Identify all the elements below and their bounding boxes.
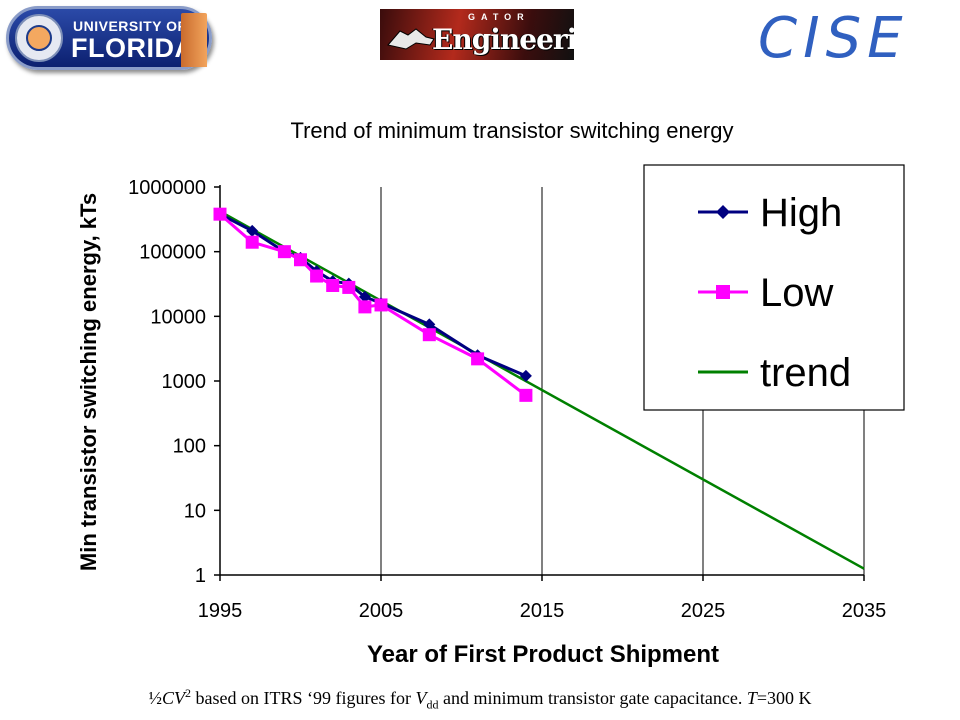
- low-point-marker: [326, 278, 340, 292]
- low-point-marker: [374, 298, 388, 312]
- y-tick-label: 100000: [139, 242, 206, 264]
- x-tick-label: 2015: [520, 600, 565, 622]
- high-point-marker: [246, 224, 259, 237]
- low-point-marker: [294, 253, 307, 267]
- legend-label: trend: [760, 351, 851, 395]
- x-tick-label: 2025: [681, 600, 726, 622]
- y-tick-label: 1000: [162, 371, 207, 393]
- university-seal-icon: [15, 14, 63, 62]
- gator-icon: [387, 28, 435, 50]
- legend-item-trend: trend: [698, 351, 851, 395]
- uf-logo-line2: FLORIDA: [71, 33, 195, 63]
- y-tick-label: 100: [173, 436, 206, 458]
- legend-square-marker: [716, 285, 730, 299]
- y-tick-label: 10: [184, 500, 206, 522]
- axis-ticks: 1995 2005 2015 2025 2035 1 10 100 1000 10000 10000…: [128, 177, 886, 622]
- legend-label: High: [760, 191, 842, 235]
- footnote-t: T: [746, 688, 757, 708]
- university-of-florida-logo: UNIVERSITY OF FLORIDA: [6, 6, 212, 70]
- footnote-cv: CV: [161, 688, 185, 708]
- chart-title: Trend of minimum transistor switching en…: [290, 118, 733, 143]
- footnote-v: V: [415, 688, 427, 708]
- legend-label: Low: [760, 271, 833, 315]
- high-point-marker: [519, 369, 532, 382]
- cise-logo: CISE: [758, 6, 909, 71]
- gator-logo-small-text: GATOR: [468, 12, 530, 22]
- low-point-marker: [213, 207, 227, 221]
- low-point-marker: [422, 328, 436, 342]
- legend-item-high: High: [698, 191, 842, 235]
- gator-engineering-logo: GATOR Engineering: [380, 9, 574, 60]
- low-point-marker: [358, 300, 372, 314]
- footnote-tail: and minimum transistor gate capacitance.: [438, 688, 747, 708]
- footnote-sup: 2: [184, 686, 191, 700]
- x-axis-label: Year of First Product Shipment: [367, 641, 719, 668]
- y-tick-label: 10000: [150, 306, 206, 328]
- chart-legend: High Low trend: [643, 164, 905, 411]
- legend-item-low: Low: [698, 271, 833, 315]
- x-tick-label: 2035: [842, 600, 887, 622]
- y-tick-label: 1: [195, 565, 206, 587]
- series-line-trend: [219, 210, 865, 570]
- footnote-sub: dd: [426, 697, 439, 712]
- y-tick-label: 1000000: [128, 177, 206, 199]
- seal-emblem: [26, 25, 52, 51]
- low-point-marker: [310, 269, 324, 283]
- footnote-half: ½: [148, 688, 162, 708]
- century-tower-icon: [181, 13, 207, 67]
- footnote-mid: based on ITRS ‘99 figures for: [190, 688, 416, 708]
- low-point-marker: [471, 352, 485, 366]
- gator-logo-title: Engineering: [432, 23, 574, 56]
- x-tick-label: 2005: [359, 600, 404, 622]
- data-series: [213, 207, 865, 570]
- footnote: ½CV2 based on ITRS ‘99 figures for Vdd a…: [10, 686, 950, 713]
- high-point-marker: [358, 290, 371, 303]
- high-point-marker: [423, 318, 436, 331]
- low-point-marker: [519, 388, 533, 402]
- uf-logo-line1: UNIVERSITY OF: [73, 18, 187, 34]
- y-axis-label: Min transistor switching energy, kTs: [76, 193, 101, 571]
- legend-diamond-marker: [716, 205, 730, 219]
- legend-box: [643, 164, 905, 411]
- footnote-t-value: =300 K: [756, 688, 812, 708]
- x-tick-label: 1995: [198, 600, 243, 622]
- low-point-marker: [342, 280, 356, 294]
- low-point-marker: [277, 245, 291, 259]
- low-point-marker: [245, 235, 259, 249]
